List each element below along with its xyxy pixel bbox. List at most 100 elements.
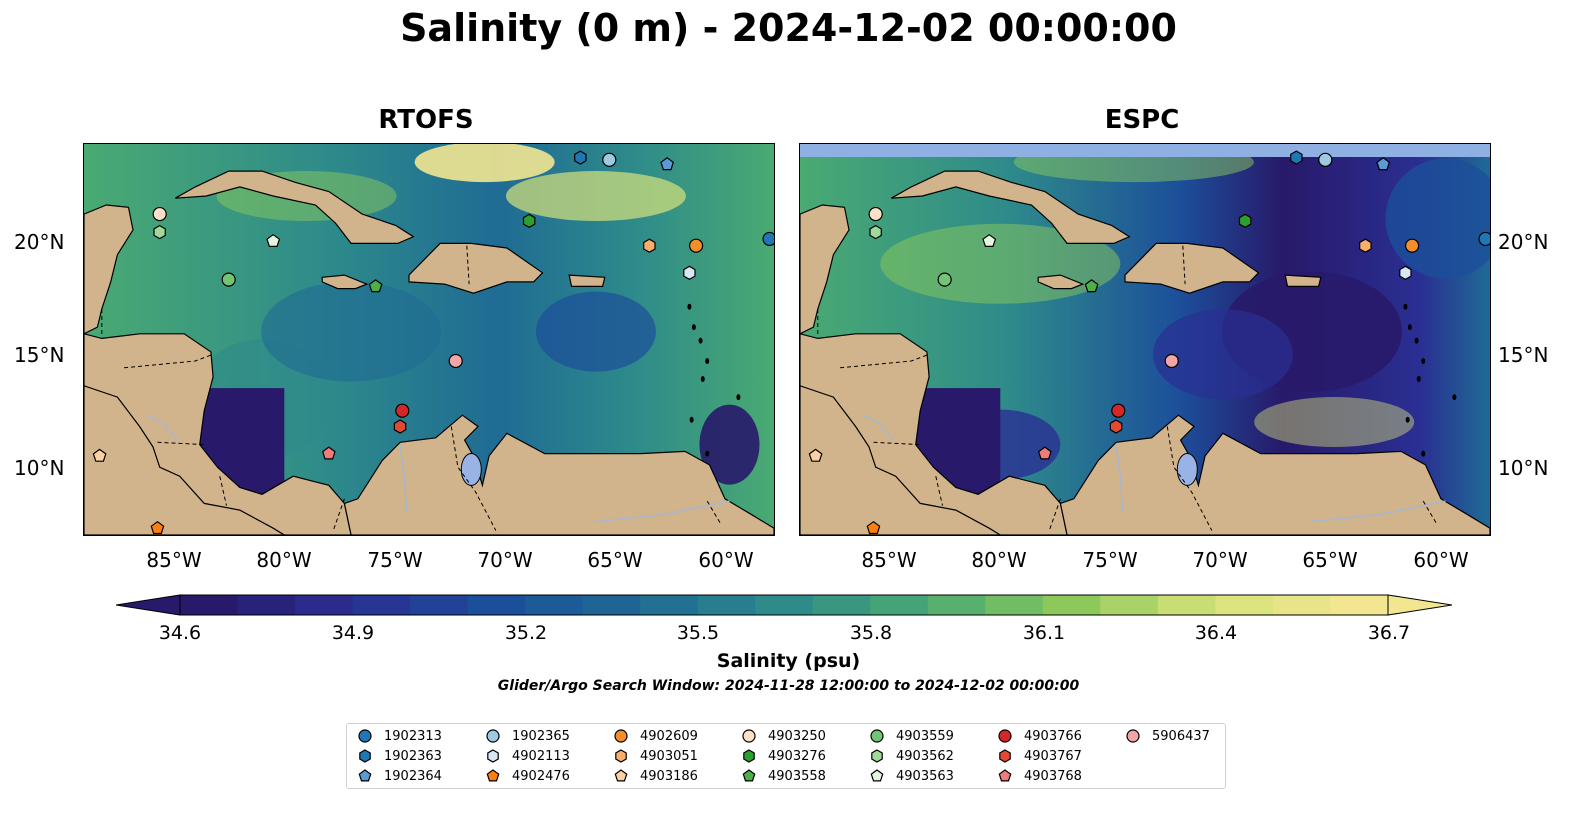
float-marker-1902313[interactable] <box>762 231 774 247</box>
float-marker-5906437[interactable] <box>1164 353 1179 369</box>
land-jamaica <box>1037 274 1085 290</box>
salinity-feature <box>1152 309 1293 400</box>
legend-pentagon-icon <box>998 769 1012 782</box>
colorbar-tick-36-1: 36.1 <box>1022 622 1066 644</box>
country-border <box>1422 500 1438 524</box>
lon-tick-left-65: 65°W <box>587 548 643 572</box>
float-marker-4903051[interactable] <box>1359 238 1372 253</box>
float-marker-4903563[interactable] <box>982 233 997 248</box>
lat-tick-left-10: 10°N <box>14 456 65 480</box>
float-marker-4903250[interactable] <box>152 206 167 222</box>
float-marker-4903768[interactable] <box>321 446 336 460</box>
lon-tick-right-65: 65°W <box>1302 548 1358 572</box>
float-marker-4902609[interactable] <box>1404 238 1420 253</box>
float-marker-4903768[interactable] <box>1037 446 1052 460</box>
colorbar-segment <box>525 595 584 615</box>
legend-label: 4903276 <box>768 748 826 764</box>
float-marker-4902476[interactable] <box>150 520 165 535</box>
country-border <box>1048 498 1061 531</box>
float-marker-1902364[interactable] <box>660 157 675 171</box>
float-marker-4903558[interactable] <box>368 279 383 293</box>
map-rtofs[interactable] <box>83 143 775 536</box>
float-marker-4903563[interactable] <box>266 233 281 248</box>
legend-marker-1902363 <box>359 749 371 763</box>
colorbar-segment <box>697 595 756 615</box>
float-marker-4902476[interactable] <box>866 520 881 535</box>
legend-item-4903768: 4903768 <box>997 767 1082 785</box>
legend-item-4903558: 4903558 <box>741 767 826 785</box>
float-marker-1902364[interactable] <box>1376 157 1391 171</box>
legend-marker-4903558 <box>742 769 756 782</box>
float-marker-1902365[interactable] <box>602 152 617 167</box>
legend-label: 1902363 <box>384 748 442 764</box>
float-marker-4903558[interactable] <box>1084 279 1099 293</box>
legend-label: 4902113 <box>512 748 570 764</box>
island <box>1403 303 1408 310</box>
legend-marker-4902476 <box>486 769 500 782</box>
island <box>687 303 692 310</box>
colorbar-segment <box>180 595 239 615</box>
float-marker-4903559[interactable] <box>221 272 236 287</box>
float-marker-1902365[interactable] <box>1318 152 1333 167</box>
legend-marker-4903250 <box>742 729 756 743</box>
land-cuba <box>891 170 1131 245</box>
country-border <box>219 476 227 506</box>
legend-marker-4903767 <box>999 749 1011 763</box>
float-marker-4903767[interactable] <box>1109 419 1123 434</box>
land-puertorico <box>568 274 606 287</box>
legend-item-4903051: 4903051 <box>613 747 698 765</box>
legend-label: 4903250 <box>768 728 826 744</box>
colorbar-segment <box>985 595 1044 615</box>
float-marker-4903562[interactable] <box>153 224 166 240</box>
float-marker-1902363[interactable] <box>574 150 587 165</box>
float-marker-4903767[interactable] <box>393 419 407 434</box>
float-marker-4903766[interactable] <box>1111 403 1126 418</box>
lon-tick-right-75: 75°W <box>1082 548 1138 572</box>
country-border <box>873 441 921 446</box>
panel-title-rtofs: RTOFS <box>378 105 474 135</box>
float-marker-4902113[interactable] <box>683 265 696 280</box>
float-marker-4903186[interactable] <box>808 448 823 462</box>
legend-label: 4902476 <box>512 768 570 784</box>
legend-item-4903250: 4903250 <box>741 727 826 745</box>
salinity-feature <box>535 291 656 372</box>
colorbar-segment <box>1100 595 1159 615</box>
legend-hexagon-icon <box>999 749 1011 763</box>
legend-marker-4903559 <box>870 729 884 743</box>
island <box>691 324 696 331</box>
float-marker-1902313[interactable] <box>1478 231 1490 247</box>
legend-marker-5906437 <box>1126 729 1140 743</box>
country-border <box>124 353 214 369</box>
float-marker-4903559[interactable] <box>937 272 952 287</box>
island <box>700 376 705 383</box>
legend-marker-4903051 <box>615 749 627 763</box>
island <box>1407 324 1412 331</box>
legend-item-5906437: 5906437 <box>1125 727 1210 745</box>
legend-marker-4903562 <box>871 749 883 763</box>
legend-item-4902113: 4902113 <box>485 747 570 765</box>
colorbar-segment <box>582 595 641 615</box>
land-yucatan <box>84 204 134 335</box>
float-marker-4902113[interactable] <box>1399 265 1412 280</box>
colorbar-segment <box>1215 595 1274 615</box>
float-marker-4903186[interactable] <box>92 448 107 462</box>
float-marker-4903250[interactable] <box>868 206 883 222</box>
island <box>1414 337 1419 344</box>
float-marker-4903051[interactable] <box>643 238 656 253</box>
legend-marker-4903563 <box>870 769 884 782</box>
country-border <box>450 426 497 531</box>
land-puertorico <box>1284 274 1322 287</box>
float-marker-4903276[interactable] <box>1238 213 1252 228</box>
lat-tick-left-15: 15°N <box>14 343 65 367</box>
float-marker-5906437[interactable] <box>448 353 463 369</box>
float-marker-4902609[interactable] <box>688 238 704 253</box>
colorbar-label: Salinity (psu) <box>716 650 861 672</box>
float-marker-1902363[interactable] <box>1290 150 1303 165</box>
map-espc[interactable] <box>799 143 1491 536</box>
float-marker-4903766[interactable] <box>395 403 410 418</box>
salinity-feature <box>414 144 555 183</box>
lon-tick-left-75: 75°W <box>367 548 423 572</box>
float-marker-4903562[interactable] <box>869 224 882 240</box>
float-marker-4903276[interactable] <box>522 213 536 228</box>
legend-marker-4903766 <box>998 729 1012 743</box>
